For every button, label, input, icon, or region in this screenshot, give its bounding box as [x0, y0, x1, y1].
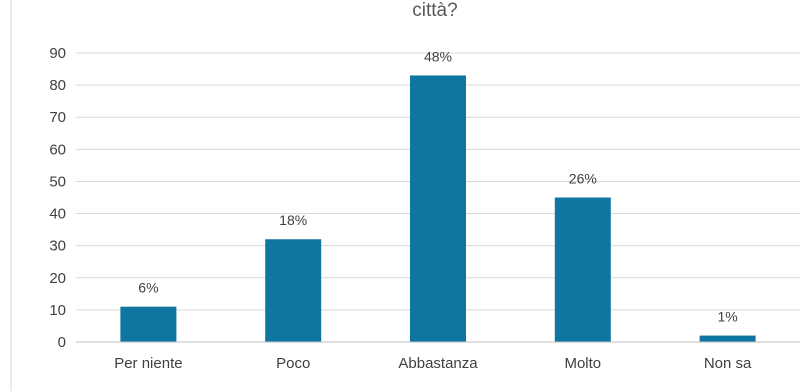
- y-tick-label: 10: [49, 302, 66, 319]
- y-tick-label: 60: [49, 141, 66, 158]
- y-tick-label: 20: [49, 270, 66, 287]
- chart-title: città?: [412, 0, 457, 21]
- y-axis-ticks: 0 10 20 30 40 50 60 70 80 90: [49, 45, 66, 351]
- bar: [554, 197, 611, 342]
- bar: [410, 75, 466, 342]
- y-tick-label: 80: [49, 77, 66, 94]
- x-category-label: Molto: [564, 355, 601, 372]
- bar: [265, 239, 322, 342]
- x-axis-categories: Per niente Poco Abbastanza Molto Non sa: [114, 355, 752, 372]
- bar: [120, 306, 177, 342]
- y-tick-label: 30: [49, 238, 66, 255]
- bar-data-label: 48%: [424, 48, 452, 64]
- bar: [699, 335, 756, 342]
- x-category-label: Abbastanza: [398, 355, 478, 372]
- x-category-label: Poco: [276, 355, 310, 372]
- bars: [120, 75, 756, 342]
- y-tick-label: 50: [49, 173, 66, 190]
- bar-data-label: 1%: [717, 309, 737, 325]
- bar-data-label: 6%: [138, 280, 158, 296]
- y-tick-label: 90: [49, 45, 66, 62]
- bar-data-label: 18%: [279, 212, 307, 228]
- y-tick-label: 0: [58, 334, 66, 351]
- data-labels: 6% 18% 48% 26% 1%: [138, 48, 737, 324]
- x-category-label: Non sa: [704, 355, 752, 372]
- bar-data-label: 26%: [569, 171, 597, 187]
- x-category-label: Per niente: [114, 355, 182, 372]
- y-tick-label: 40: [49, 206, 66, 223]
- y-tick-label: 70: [49, 109, 66, 126]
